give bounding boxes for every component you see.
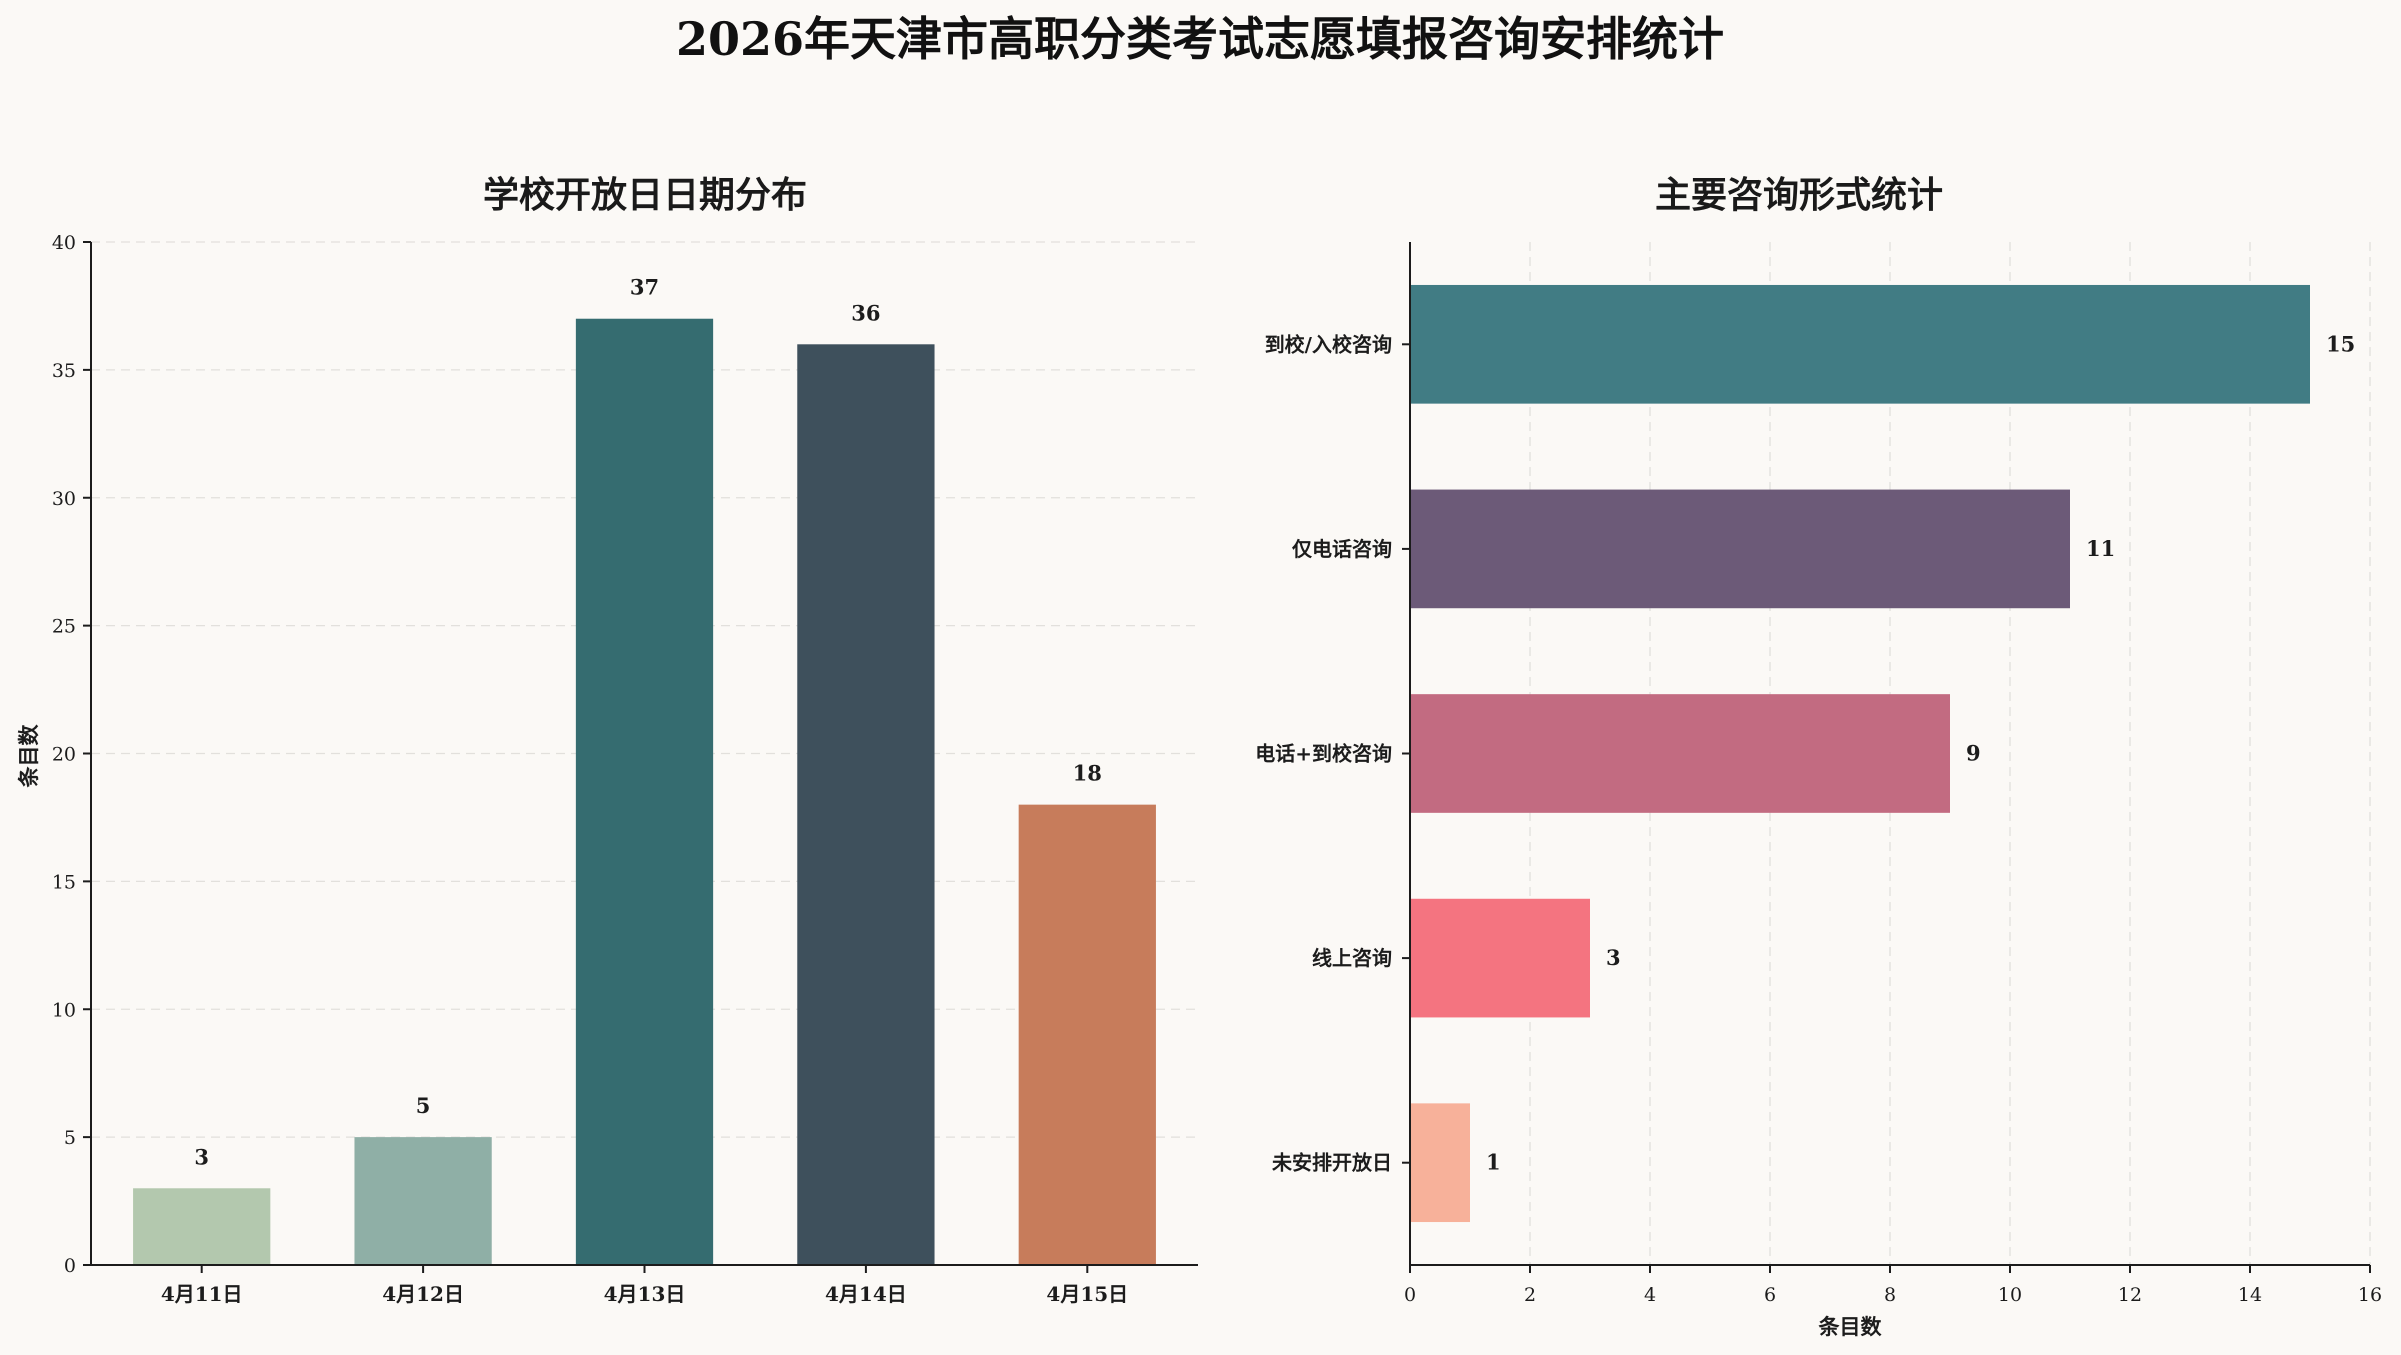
y-tick-label: 25	[52, 616, 76, 638]
x-tick-label: 4月15日	[1046, 1282, 1128, 1306]
x-tick-label: 14	[2238, 1284, 2262, 1306]
x-tick-label: 0	[1404, 1284, 1416, 1306]
consult-bar	[1410, 284, 2310, 404]
date-bar-value-label: 3	[194, 1144, 209, 1169]
consult-bar-value-label: 11	[2086, 536, 2115, 561]
y-tick-label: 10	[52, 999, 76, 1021]
y-tick-label: 仅电话咨询	[1292, 537, 1392, 561]
x-tick-label: 4月14日	[825, 1282, 907, 1306]
date-chart-y-ticks: 0 5 10 15 20 25 30 35 40	[52, 232, 91, 1277]
y-tick-label: 15	[52, 871, 76, 893]
date-bar-value-label: 37	[630, 275, 659, 300]
date-chart-x-ticks: 4月11日 4月12日 4月13日 4月14日 4月15日	[161, 1265, 1128, 1306]
consult-chart-x-axis-label: 条目数	[1819, 1314, 1883, 1339]
date-bar-value-label: 36	[851, 300, 880, 325]
figure-title: 2026年天津市高职分类考试志愿填报咨询安排统计	[676, 12, 1724, 66]
consult-chart-x-ticks: 0 2 4 6 8 10 12 14 16	[1404, 1265, 2382, 1306]
x-tick-label: 4月12日	[382, 1282, 464, 1306]
consult-bar	[1410, 489, 2070, 609]
date-chart-y-axis-label: 条目数	[16, 724, 41, 788]
date-chart-bars	[133, 318, 1156, 1266]
consult-bar	[1410, 898, 1590, 1018]
y-tick-label: 30	[52, 488, 76, 510]
date-bar-value-label: 18	[1073, 761, 1102, 786]
date-bar	[1018, 804, 1156, 1265]
date-bar	[354, 1137, 492, 1265]
consult-bar	[1410, 1103, 1470, 1223]
date-bar	[133, 1188, 271, 1265]
y-tick-label: 未安排开放日	[1272, 1151, 1392, 1175]
y-tick-label: 0	[64, 1255, 76, 1277]
consult-chart-data-labels: 15 11 9 3 1	[1486, 331, 2355, 1174]
y-tick-label: 到校/入校咨询	[1265, 332, 1392, 356]
x-tick-label: 4	[1644, 1284, 1656, 1306]
consult-bar-value-label: 15	[2326, 331, 2355, 356]
date-bar	[797, 344, 935, 1265]
consult-bar-value-label: 9	[1966, 741, 1981, 766]
date-chart-title: 学校开放日日期分布	[483, 174, 807, 216]
x-tick-label: 6	[1764, 1284, 1776, 1306]
consult-chart-title: 主要咨询形式统计	[1655, 174, 1943, 216]
consult-chart-bars	[1410, 284, 2310, 1223]
date-bar-value-label: 5	[416, 1093, 431, 1118]
date-chart-gridlines	[91, 241, 1198, 1138]
x-tick-label: 8	[1884, 1284, 1896, 1306]
x-tick-label: 2	[1524, 1284, 1536, 1306]
consult-bar	[1410, 694, 1950, 813]
y-tick-label: 线上咨询	[1312, 946, 1392, 970]
x-tick-label: 10	[1998, 1284, 2022, 1306]
consult-bar-value-label: 3	[1606, 945, 1621, 970]
consult-bar-value-label: 1	[1486, 1150, 1501, 1175]
x-tick-label: 4月11日	[161, 1282, 243, 1306]
consult-form-chart: 主要咨询形式统计 条目数 15 11 9 3 1 0 2 4 6 8 10 12 14 16 到校/入校…	[1255, 174, 2382, 1339]
y-tick-label: 电话+到校咨询	[1255, 742, 1392, 766]
date-chart-data-labels: 3 5 37 36 18	[194, 275, 1102, 1170]
y-tick-label: 35	[52, 360, 76, 382]
y-tick-label: 40	[52, 232, 76, 254]
x-tick-label: 4月13日	[604, 1282, 686, 1306]
x-tick-label: 16	[2358, 1284, 2382, 1306]
date-bar	[575, 318, 714, 1266]
y-tick-label: 5	[64, 1127, 76, 1149]
y-tick-label: 20	[52, 744, 76, 766]
x-tick-label: 12	[2118, 1284, 2142, 1306]
